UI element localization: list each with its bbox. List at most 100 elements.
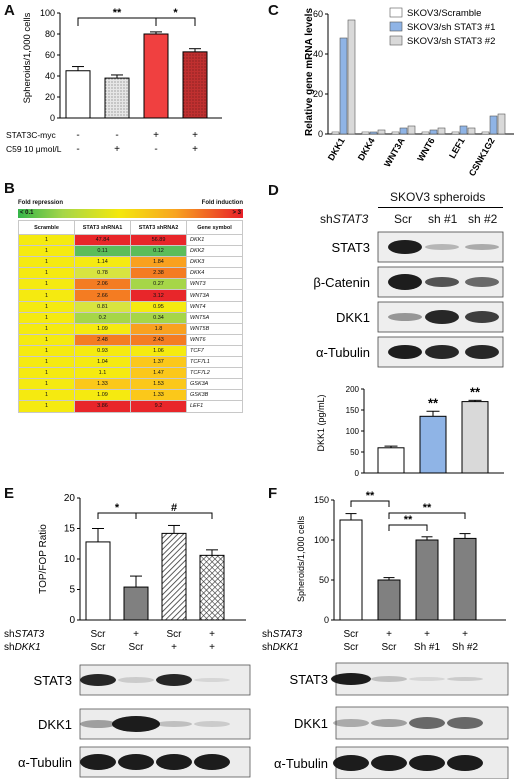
legend-label: SKOV3/sh STAT3 #2 xyxy=(407,36,495,47)
blot-label: STAT3 xyxy=(331,240,370,255)
heatmap-cell: 1 xyxy=(18,245,75,258)
blot-band xyxy=(447,677,483,681)
heatmap-row: 1 1.14 1.84 DKK3 xyxy=(18,256,243,269)
blot-label: STAT3 xyxy=(289,672,328,687)
heatmap-row: 1 0.78 2.38 DKK4 xyxy=(18,267,243,280)
condition-value: + xyxy=(209,629,215,640)
condition-value: Scr xyxy=(91,642,107,653)
bar xyxy=(399,127,408,135)
legend-label: SKOV3/sh STAT3 #1 xyxy=(407,22,495,33)
blot-label: α-Tubulin xyxy=(274,756,328,771)
heatmap-cell: 3.12 xyxy=(130,289,187,302)
y-axis-label-c: Relative gene mRNA levels xyxy=(304,8,315,136)
blot-band xyxy=(333,719,369,727)
y-tick-label: 15 xyxy=(64,524,76,535)
significance-label: ** xyxy=(428,395,439,410)
blot-band xyxy=(194,754,230,770)
y-tick-label: 0 xyxy=(324,615,329,625)
heatmap-row: 1 1.04 1.37 TCF7L1 xyxy=(18,356,243,369)
bar xyxy=(123,586,149,621)
significance-label: * xyxy=(173,7,178,19)
heatmap-cell: 1 xyxy=(18,311,75,324)
heatmap-cell: 0.27 xyxy=(130,278,187,291)
blot-title-underline xyxy=(378,207,503,208)
panel-label-f: F xyxy=(268,485,278,502)
gene-symbol: GSK3B xyxy=(186,389,243,402)
heatmap-cell: 0.95 xyxy=(130,300,187,313)
condition-value: + xyxy=(133,629,139,640)
blot-band xyxy=(371,719,407,727)
y-tick-label: 200 xyxy=(346,385,360,394)
heatmap-row: 1 2.48 2.43 WNT6 xyxy=(18,333,243,346)
blot-band xyxy=(425,277,459,287)
heatmap-cell: 0.78 xyxy=(74,267,131,280)
blot-band xyxy=(465,345,499,359)
panel-label-b: B xyxy=(4,180,15,197)
heatmap-table: Scramble STAT3 shRNA1 STAT3 shRNA2 Gene … xyxy=(18,220,243,413)
gene-symbol: WNT6 xyxy=(186,333,243,346)
condition-row-label: shSTAT3 xyxy=(4,629,45,640)
condition-value: + xyxy=(462,629,468,640)
heatmap-cell: 1.1 xyxy=(74,367,131,380)
heatmap-cell: 1.33 xyxy=(130,389,187,402)
col-header: Gene symbol xyxy=(186,220,243,235)
legend-induction: Fold induction xyxy=(201,200,243,206)
y-tick-label: 0 xyxy=(69,615,75,626)
heatmap-cell: 1 xyxy=(18,333,75,346)
y-tick-label: 20 xyxy=(64,493,76,504)
bar xyxy=(415,539,439,621)
heatmap-cell: 9.2 xyxy=(130,400,187,413)
condition-value: + xyxy=(386,629,392,640)
significance-bracket xyxy=(155,17,196,26)
bar xyxy=(361,131,370,135)
blot-band xyxy=(409,717,445,729)
heatmap-row: 1 0.81 0.95 WNT4 xyxy=(18,300,243,313)
condition-value: + xyxy=(192,144,198,155)
blot-label: DKK1 xyxy=(336,310,370,325)
bar xyxy=(481,131,490,135)
chart-f: Spheroids/1,000 cells 0 50 100 150 ** ** ** shS… xyxy=(262,490,509,780)
significance-label: * xyxy=(115,502,120,514)
heatmap-cell: 0.34 xyxy=(130,311,187,324)
blot-frame xyxy=(79,708,251,740)
significance-bracket xyxy=(350,500,390,507)
y-tick-label: 50 xyxy=(319,575,329,585)
condition-value: + xyxy=(153,130,159,141)
y-tick-label: 100 xyxy=(314,535,329,545)
chart-e: TOP/FOP Ratio 0 5 10 15 20 * # shSTAT3 Scr + Scr + s… xyxy=(4,493,251,778)
heatmap-cell: 1 xyxy=(18,389,75,402)
col-header: Scramble xyxy=(18,220,75,235)
blot-band xyxy=(80,754,116,770)
condition-row-label: C59 10 μmol/L xyxy=(6,144,62,154)
blot-band xyxy=(388,274,422,290)
blot-band xyxy=(331,673,371,685)
condition-value: + xyxy=(114,144,120,155)
heatmap-cell: 1 xyxy=(18,322,75,335)
bar xyxy=(377,579,401,621)
condition-value: + xyxy=(424,629,430,640)
condition-value: - xyxy=(154,144,157,155)
bar xyxy=(104,77,130,119)
gene-symbol: WNT4 xyxy=(186,300,243,313)
heatmap-cell: 56.89 xyxy=(130,233,187,247)
condition-value: - xyxy=(76,130,79,141)
blot-band xyxy=(371,676,407,682)
sh-label: shSTAT3 xyxy=(320,212,369,226)
heatmap-cell: 1 xyxy=(18,400,75,413)
heatmap-cell: 1.09 xyxy=(74,322,131,335)
blot-band xyxy=(112,716,160,732)
blot-band xyxy=(388,240,422,254)
gene-symbol: WNT3 xyxy=(186,278,243,291)
heatmap-cell: 1 xyxy=(18,289,75,302)
heatmap-row: 1 47.84 56.89 DKK1 xyxy=(18,233,243,247)
y-tick-label: 40 xyxy=(45,71,55,81)
condition-value: Scr xyxy=(344,629,360,640)
condition-value: - xyxy=(115,130,118,141)
heatmap-cell: 1 xyxy=(18,378,75,391)
blot-band xyxy=(371,755,407,771)
gene-symbol: TCF7 xyxy=(186,344,243,358)
bar xyxy=(347,19,356,135)
y-tick-label: 10 xyxy=(64,554,76,565)
blot-label: DKK1 xyxy=(38,717,72,732)
